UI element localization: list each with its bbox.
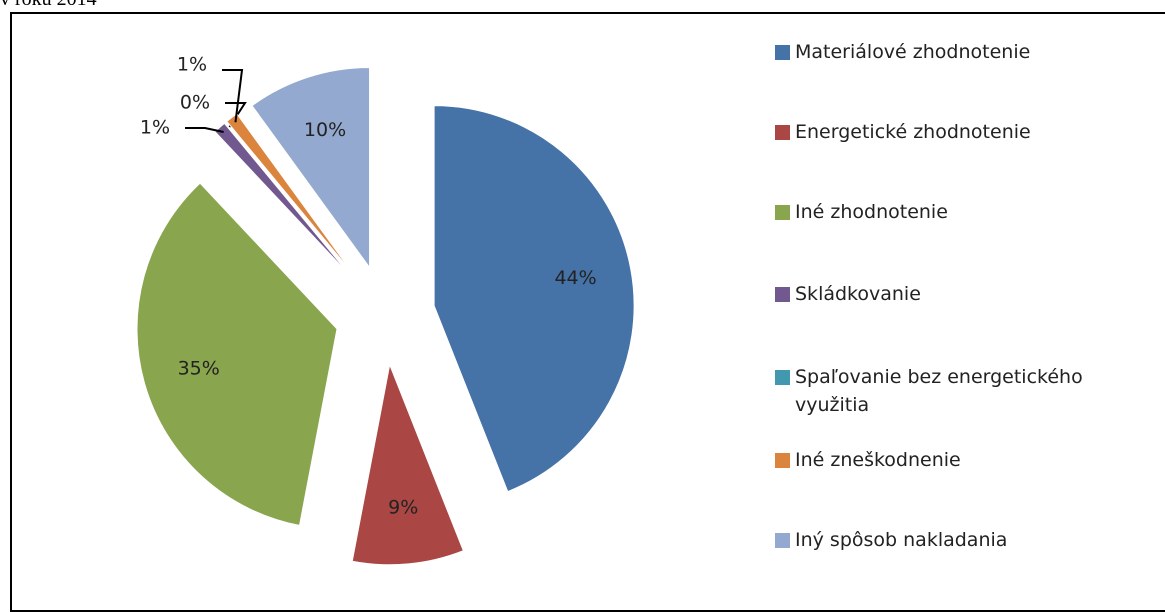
legend-item: Energetické zhodnotenie [775,118,1031,146]
legend-item: Skládkovanie [775,280,921,308]
data-label: 1% [177,54,207,76]
legend-swatch [775,287,790,302]
legend-item: Spaľovanie bez energetického využitia [775,363,1155,419]
data-label: 44% [554,267,596,289]
legend-item: Iné zneškodnenie [775,446,961,474]
data-label: 9% [388,497,418,519]
data-label: 1% [140,117,170,139]
pie-slice [251,66,371,269]
legend-swatch [775,125,790,140]
legend-label: Iný spôsob nakladania [795,529,1008,551]
legend-swatch [775,370,790,385]
pie-slice [214,122,353,278]
leader-line [222,69,244,123]
pie-slice [225,122,354,277]
leader-line [185,127,224,133]
legend-label: Iné zneškodnenie [795,449,961,471]
legend-item: Iné zhodnotenie [775,198,948,226]
legend-swatch [775,45,790,60]
data-label: 0% [180,92,210,114]
legend-item: Iný spôsob nakladania [775,526,1007,554]
legend-swatch [775,533,790,548]
pie-slice [136,182,338,526]
legend-item: Materiálové zhodnotenie [775,38,1030,66]
caption: v roku 2014 [0,0,97,11]
legend-label: Skládkovanie [795,283,921,305]
pie-slice [433,105,635,493]
legend-label: Iné zhodnotenie [795,201,948,223]
legend-swatch [775,453,790,468]
pie-slice [351,362,464,566]
legend-label: Energetické zhodnotenie [795,121,1031,143]
legend-label: Materiálové zhodnotenie [795,41,1031,63]
legend-label: Spaľovanie bez energetického využitia [795,366,1083,416]
data-label: 10% [304,119,346,141]
data-label: 35% [178,358,220,380]
legend-swatch [775,205,790,220]
